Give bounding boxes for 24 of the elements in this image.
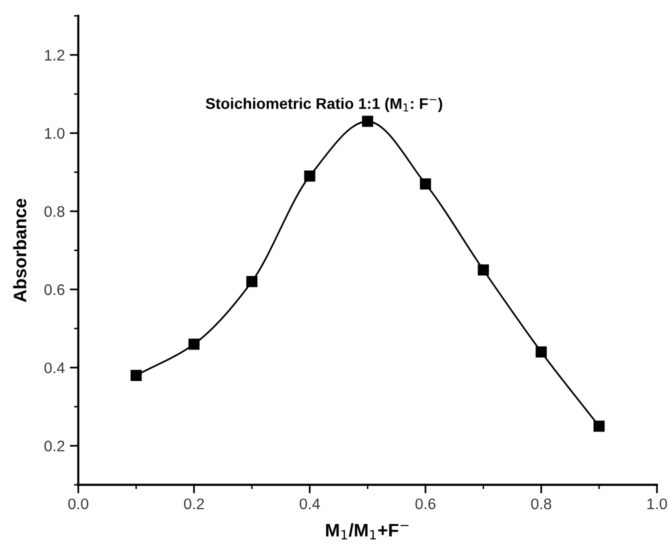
y-tick-label: 0.8	[44, 206, 64, 217]
point	[420, 178, 432, 190]
y-tick-label: 1.2	[45, 50, 64, 60]
point	[362, 116, 374, 127]
y-axis-title: Absorbance	[13, 198, 26, 302]
x-tick-label: 0.2	[184, 498, 204, 510]
x-tick-label: 0.0	[68, 498, 88, 510]
y-tick-label: 0.4	[44, 362, 65, 374]
point	[246, 276, 258, 288]
y-tick-label: 0.2	[44, 440, 64, 452]
y-tick-label: 1.0	[45, 128, 64, 139]
x-tick-label: 0.6	[415, 498, 436, 510]
x-tick-label: 1.0	[648, 498, 667, 510]
point	[478, 264, 489, 276]
x-tick-label: 0.4	[300, 498, 320, 510]
point	[536, 346, 547, 358]
y-tick-label: 0.6	[44, 284, 64, 296]
x-tick-label: 0.8	[531, 498, 552, 510]
point	[188, 338, 200, 350]
point	[594, 420, 605, 432]
point	[130, 370, 142, 381]
annotation: Stoichiometric Ratio 1:1 (M$_{1}$: F$^{−}$)	[206, 98, 442, 112]
point	[304, 170, 316, 182]
x-axis-title: M$_{1}$/M$_{1}$+F$^{−}$	[326, 523, 408, 540]
